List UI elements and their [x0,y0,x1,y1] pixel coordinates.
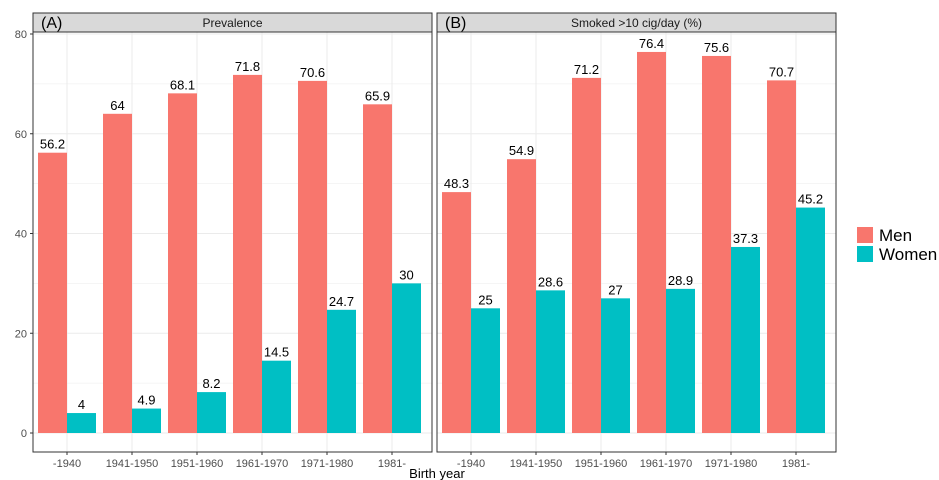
panel-b: Smoked >10 cig/day (%) (B) 48.3 54.9 71.2 76.… [436,12,837,470]
chart-panels: Prevalence (A) 56.2 64 68.1 71.8 70.6 65.9 4 4.9 8… [32,12,837,470]
x-tick-label: 1981- [378,458,406,470]
bar-men [103,113,132,434]
y-tick-label: 40 [15,229,27,241]
data-label: 37.3 [733,231,758,246]
data-label: 27 [608,282,622,297]
panel-border [32,31,433,453]
bar-women [796,207,825,433]
facet-strip-label: Smoked >10 cig/day (%) [571,16,702,30]
bar-women [327,309,356,433]
data-label: 24.7 [329,294,354,309]
y-tick-label: 0 [21,428,27,440]
bar-women [471,308,500,433]
x-tick-label: 1961-1970 [236,458,289,470]
y-tick-label: 20 [15,328,27,340]
y-axis: 0 20 40 60 80 [15,29,33,440]
data-label: 71.2 [574,62,599,77]
data-label: 4.9 [137,393,155,408]
data-label: 65.9 [365,88,390,103]
legend-key-men [857,227,873,243]
panel-tag: (B) [445,15,466,32]
y-tick-label: 80 [15,29,27,41]
bar-men [298,80,327,433]
data-label: 28.9 [668,273,693,288]
panel-tag: (A) [41,15,62,32]
bar-women [67,413,96,433]
bar-men [442,192,471,433]
panel-a: Prevalence (A) 56.2 64 68.1 71.8 70.6 65.9 4 4.9 8… [32,12,433,470]
legend-key-women [857,246,873,262]
data-label: 45.2 [798,192,823,207]
x-tick-label: -1940 [53,458,81,470]
bar-women [132,408,161,433]
x-tick-label: -1940 [457,458,485,470]
data-label: 28.6 [538,274,563,289]
x-tick-label: 1971-1980 [301,458,354,470]
bar-men [363,104,392,433]
x-tick-label: 1951-1960 [575,458,628,470]
bar-women [731,246,760,433]
bar-men [702,55,731,433]
data-label: 14.5 [264,345,289,360]
bar-men [767,80,796,433]
data-label: 25 [478,292,492,307]
bar-women [666,288,695,433]
bar-men [38,152,67,433]
x-tick-label: 1951-1960 [171,458,224,470]
x-axis-title: Birth year [409,466,465,480]
panel-border [436,31,837,453]
bar-women [536,290,565,433]
bar-men [168,93,197,433]
x-tick-label: 1941-1950 [106,458,159,470]
bar-women [601,298,630,433]
data-label: 75.6 [704,40,729,55]
bar-women [262,360,291,433]
y-tick-label: 60 [15,129,27,141]
x-tick-label: 1961-1970 [640,458,693,470]
bar-men [637,51,666,434]
data-label: 64 [110,98,124,113]
legend-label: Women [879,245,937,264]
bar-women [392,283,421,433]
bar-men [233,74,262,434]
data-label: 54.9 [509,143,534,158]
x-tick-label: 1981- [782,458,810,470]
data-label: 56.2 [40,137,65,152]
data-label: 4 [78,397,85,412]
facet-strip-label: Prevalence [202,16,262,30]
data-label: 70.6 [300,65,325,80]
x-tick-label: 1941-1950 [510,458,563,470]
x-tick-label: 1971-1980 [705,458,758,470]
data-label: 68.1 [170,77,195,92]
data-label: 8.2 [202,376,220,391]
legend-label: Men [879,226,912,245]
data-label: 30 [399,267,413,282]
data-label: 71.8 [235,59,260,74]
bar-men [507,159,536,433]
bar-men [572,77,601,433]
data-label: 76.4 [639,36,664,51]
bar-women [197,392,226,433]
data-label: 70.7 [769,64,794,79]
data-label: 48.3 [444,176,469,191]
